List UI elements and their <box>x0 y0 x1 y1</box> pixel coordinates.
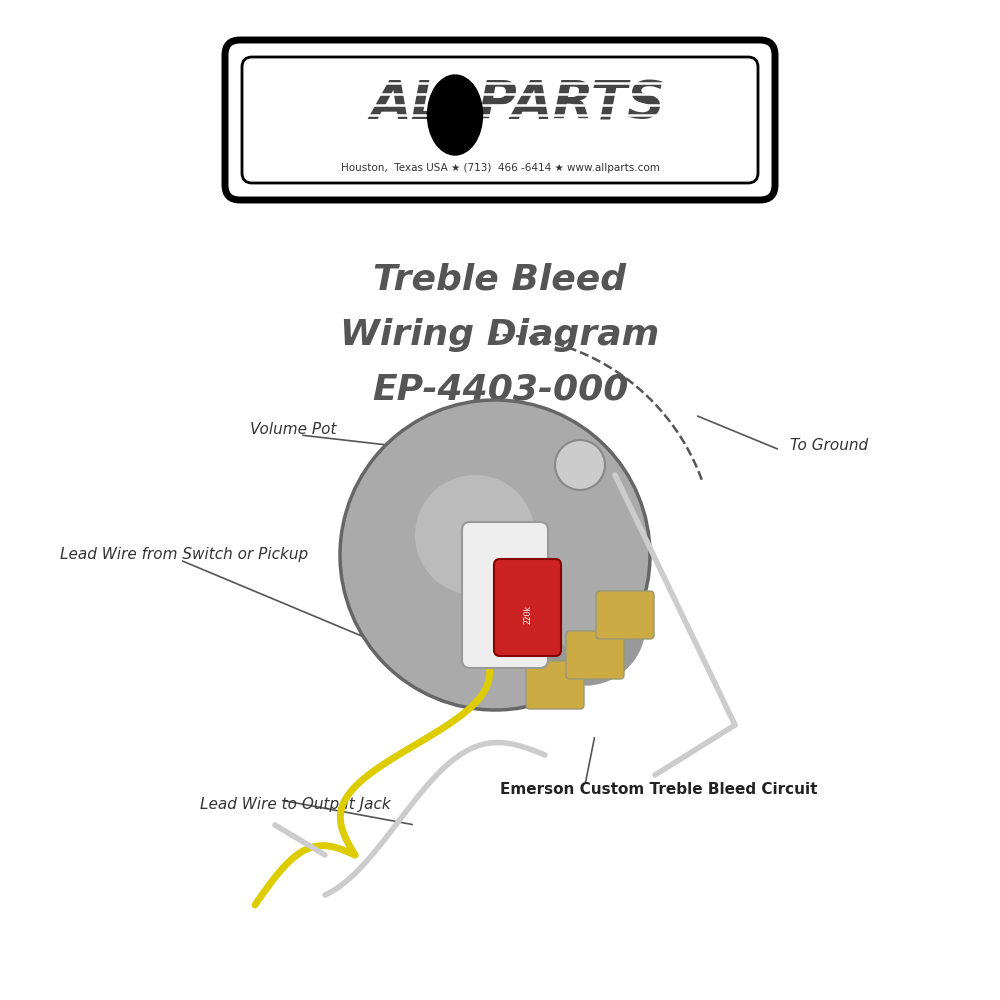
FancyBboxPatch shape <box>494 559 561 656</box>
Text: Lead Wire to Output Jack: Lead Wire to Output Jack <box>200 798 391 812</box>
Text: Houston,  Texas USA ★ (713)  466 -6414 ★ www.allparts.com: Houston, Texas USA ★ (713) 466 -6414 ★ w… <box>341 163 659 173</box>
FancyBboxPatch shape <box>242 57 758 183</box>
Ellipse shape <box>428 75 482 155</box>
Text: Lead Wire from Switch or Pickup: Lead Wire from Switch or Pickup <box>60 548 308 562</box>
Text: To Ground: To Ground <box>790 438 868 452</box>
Wedge shape <box>529 630 644 685</box>
Text: EP-4403-000: EP-4403-000 <box>372 373 628 407</box>
FancyBboxPatch shape <box>526 661 584 709</box>
Text: 220k: 220k <box>524 606 532 624</box>
Text: ALLPARTS: ALLPARTS <box>370 79 666 131</box>
Text: Emerson Custom Treble Bleed Circuit: Emerson Custom Treble Bleed Circuit <box>500 782 818 798</box>
Text: Treble Bleed: Treble Bleed <box>373 263 627 297</box>
Circle shape <box>340 400 650 710</box>
Circle shape <box>555 440 605 490</box>
FancyBboxPatch shape <box>566 631 624 679</box>
Text: Volume Pot: Volume Pot <box>250 422 336 438</box>
FancyBboxPatch shape <box>596 591 654 639</box>
Text: 470J: 470J <box>505 576 514 594</box>
Text: Wiring Diagram: Wiring Diagram <box>340 318 660 352</box>
FancyBboxPatch shape <box>462 522 548 668</box>
FancyBboxPatch shape <box>225 40 775 200</box>
Circle shape <box>415 475 535 595</box>
